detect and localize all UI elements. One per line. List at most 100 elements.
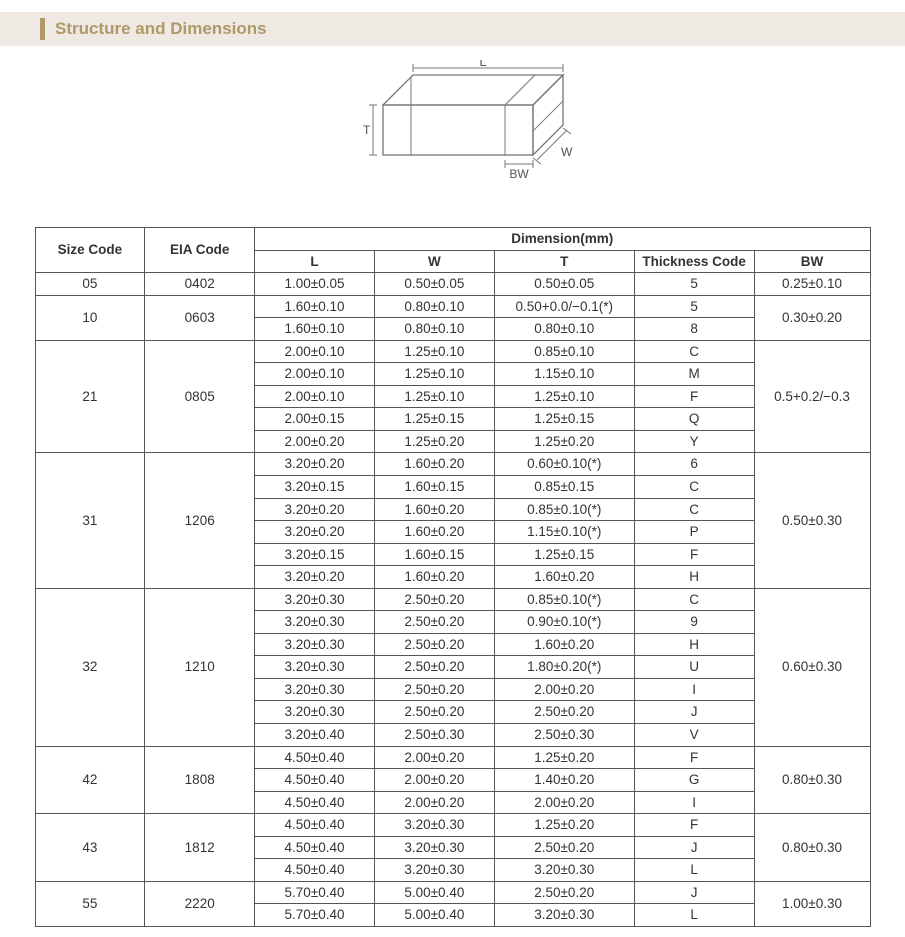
cell-T: 2.00±0.20 xyxy=(494,678,634,701)
cell-T: 0.85±0.10(*) xyxy=(494,588,634,611)
cell-tc: 5 xyxy=(634,295,754,318)
cell-L: 1.00±0.05 xyxy=(255,273,375,296)
dim-label-L: L xyxy=(479,60,486,69)
cell-W: 1.60±0.15 xyxy=(374,543,494,566)
dim-label-T: T xyxy=(363,123,371,137)
cell-bw: 0.60±0.30 xyxy=(754,588,870,746)
cell-L: 5.70±0.40 xyxy=(255,904,375,927)
table-row: 4218084.50±0.402.00±0.201.25±0.20F0.80±0… xyxy=(35,746,870,769)
cell-T: 1.60±0.20 xyxy=(494,566,634,589)
cell-eia-code: 1206 xyxy=(145,453,255,588)
cell-tc: H xyxy=(634,566,754,589)
table-row: 3212103.20±0.302.50±0.200.85±0.10(*)C0.6… xyxy=(35,588,870,611)
cell-W: 2.00±0.20 xyxy=(374,769,494,792)
cell-W: 2.50±0.20 xyxy=(374,678,494,701)
cell-T: 0.50+0.0/−0.1(*) xyxy=(494,295,634,318)
cell-T: 1.25±0.10 xyxy=(494,385,634,408)
th-W: W xyxy=(374,250,494,273)
cell-tc: C xyxy=(634,476,754,499)
cell-T: 2.00±0.20 xyxy=(494,791,634,814)
cell-L: 4.50±0.40 xyxy=(255,859,375,882)
cell-size-code: 55 xyxy=(35,881,145,926)
cell-L: 2.00±0.10 xyxy=(255,340,375,363)
cell-W: 1.60±0.15 xyxy=(374,476,494,499)
dim-label-W: W xyxy=(561,145,573,159)
cell-W: 2.50±0.20 xyxy=(374,701,494,724)
cell-T: 0.90±0.10(*) xyxy=(494,611,634,634)
cell-L: 3.20±0.20 xyxy=(255,498,375,521)
table-row: 4318124.50±0.403.20±0.301.25±0.20F0.80±0… xyxy=(35,814,870,837)
cell-tc: M xyxy=(634,363,754,386)
cell-tc: L xyxy=(634,904,754,927)
cell-L: 2.00±0.20 xyxy=(255,430,375,453)
cell-W: 3.20±0.30 xyxy=(374,836,494,859)
cell-eia-code: 2220 xyxy=(145,881,255,926)
cell-tc: Y xyxy=(634,430,754,453)
cell-L: 3.20±0.15 xyxy=(255,476,375,499)
table-row: 1006031.60±0.100.80±0.100.50+0.0/−0.1(*)… xyxy=(35,295,870,318)
cell-T: 0.50±0.05 xyxy=(494,273,634,296)
cell-T: 1.40±0.20 xyxy=(494,769,634,792)
cell-tc: I xyxy=(634,678,754,701)
cell-tc: 6 xyxy=(634,453,754,476)
cell-W: 1.60±0.20 xyxy=(374,453,494,476)
cell-W: 2.00±0.20 xyxy=(374,746,494,769)
cell-W: 2.50±0.30 xyxy=(374,724,494,747)
th-L: L xyxy=(255,250,375,273)
cell-W: 3.20±0.30 xyxy=(374,814,494,837)
cell-L: 5.70±0.40 xyxy=(255,881,375,904)
cell-tc: J xyxy=(634,701,754,724)
cell-bw: 0.50±0.30 xyxy=(754,453,870,588)
cell-W: 1.25±0.20 xyxy=(374,430,494,453)
cell-T: 2.50±0.20 xyxy=(494,881,634,904)
cell-W: 2.50±0.20 xyxy=(374,611,494,634)
cell-tc: C xyxy=(634,498,754,521)
cell-L: 1.60±0.10 xyxy=(255,318,375,341)
cell-L: 4.50±0.40 xyxy=(255,814,375,837)
th-eia-code: EIA Code xyxy=(145,228,255,273)
cell-W: 1.60±0.20 xyxy=(374,566,494,589)
table-row: 2108052.00±0.101.25±0.100.85±0.10C0.5+0.… xyxy=(35,340,870,363)
accent-bar xyxy=(40,18,45,40)
component-diagram: L W T BW xyxy=(323,60,583,210)
th-size-code: Size Code xyxy=(35,228,145,273)
cell-L: 1.60±0.10 xyxy=(255,295,375,318)
cell-tc: F xyxy=(634,543,754,566)
cell-L: 3.20±0.30 xyxy=(255,633,375,656)
cell-tc: I xyxy=(634,791,754,814)
cell-bw: 0.80±0.30 xyxy=(754,746,870,814)
cell-W: 1.25±0.10 xyxy=(374,385,494,408)
cell-W: 5.00±0.40 xyxy=(374,881,494,904)
cell-size-code: 05 xyxy=(35,273,145,296)
cell-L: 2.00±0.15 xyxy=(255,408,375,431)
th-dimension-group: Dimension(mm) xyxy=(255,228,870,251)
cell-W: 2.50±0.20 xyxy=(374,656,494,679)
cell-tc: C xyxy=(634,340,754,363)
cell-L: 3.20±0.40 xyxy=(255,724,375,747)
cell-T: 1.25±0.15 xyxy=(494,408,634,431)
cell-tc: 9 xyxy=(634,611,754,634)
cell-T: 1.15±0.10(*) xyxy=(494,521,634,544)
cell-T: 2.50±0.20 xyxy=(494,701,634,724)
cell-tc: F xyxy=(634,814,754,837)
cell-T: 3.20±0.30 xyxy=(494,904,634,927)
cell-tc: U xyxy=(634,656,754,679)
cell-tc: 5 xyxy=(634,273,754,296)
cell-tc: Q xyxy=(634,408,754,431)
cell-W: 0.80±0.10 xyxy=(374,295,494,318)
table-row: 0504021.00±0.050.50±0.050.50±0.0550.25±0… xyxy=(35,273,870,296)
cell-T: 0.60±0.10(*) xyxy=(494,453,634,476)
cell-W: 1.60±0.20 xyxy=(374,498,494,521)
cell-T: 1.25±0.20 xyxy=(494,814,634,837)
cell-T: 0.80±0.10 xyxy=(494,318,634,341)
cell-L: 3.20±0.30 xyxy=(255,656,375,679)
cell-L: 3.20±0.15 xyxy=(255,543,375,566)
cell-tc: L xyxy=(634,859,754,882)
cell-L: 4.50±0.40 xyxy=(255,791,375,814)
cell-W: 2.50±0.20 xyxy=(374,588,494,611)
cell-size-code: 43 xyxy=(35,814,145,882)
cell-W: 5.00±0.40 xyxy=(374,904,494,927)
cell-L: 3.20±0.30 xyxy=(255,678,375,701)
cell-tc: G xyxy=(634,769,754,792)
cell-bw: 1.00±0.30 xyxy=(754,881,870,926)
